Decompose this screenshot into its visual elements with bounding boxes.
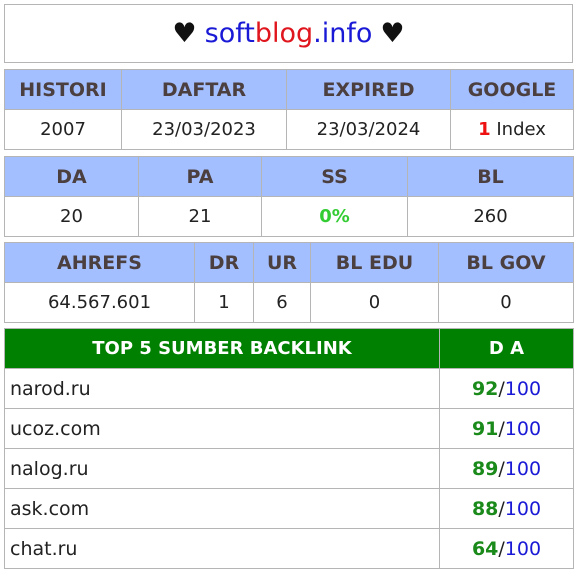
- backlink-site[interactable]: chat.ru: [4, 528, 440, 569]
- backlink-da: 91/100: [439, 408, 574, 449]
- table-row: ask.com 88/100: [4, 488, 574, 529]
- backlink-da: 88/100: [439, 488, 574, 529]
- heart-icon-left: ♥: [172, 18, 197, 49]
- backlink-site[interactable]: ask.com: [4, 488, 440, 529]
- header-bl-gov: BL GOV: [438, 242, 574, 283]
- header-daftar: DAFTAR: [121, 69, 287, 110]
- pa-value: 21: [138, 196, 262, 237]
- backlink-site[interactable]: ucoz.com: [4, 408, 440, 449]
- table-row: ucoz.com 91/100: [4, 408, 574, 449]
- expired-value: 23/03/2024: [286, 109, 451, 150]
- header-da-backlink: D A: [439, 328, 574, 369]
- site-title-banner: ♥ softblog.info ♥: [4, 4, 573, 63]
- ss-value: 0%: [261, 196, 408, 237]
- google-index-count: 1: [478, 119, 491, 140]
- dr-value: 1: [194, 282, 254, 323]
- backlink-da: 92/100: [439, 368, 574, 409]
- header-bl: BL: [407, 156, 574, 197]
- backlink-site[interactable]: nalog.ru: [4, 448, 440, 489]
- header-histori: HISTORI: [4, 69, 122, 110]
- backlink-da: 89/100: [439, 448, 574, 489]
- backlink-site[interactable]: narod.ru: [4, 368, 440, 409]
- daftar-value: 23/03/2023: [121, 109, 287, 150]
- bl-edu-value: 0: [310, 282, 439, 323]
- google-index-value: 1 Index: [450, 109, 574, 150]
- header-bl-edu: BL EDU: [310, 242, 439, 283]
- header-ur: UR: [253, 242, 311, 283]
- ahrefs-value: 64.567.601: [4, 282, 195, 323]
- heart-icon-right: ♥: [380, 18, 405, 49]
- header-pa: PA: [138, 156, 262, 197]
- bl-gov-value: 0: [438, 282, 574, 323]
- header-da: DA: [4, 156, 139, 197]
- header-google: GOOGLE: [450, 69, 574, 110]
- histori-value: 2007: [4, 109, 122, 150]
- bl-value: 260: [407, 196, 574, 237]
- header-ss: SS: [261, 156, 408, 197]
- ur-value: 6: [253, 282, 311, 323]
- domain-history-table: HISTORI DAFTAR EXPIRED GOOGLE 2007 23/03…: [4, 69, 574, 150]
- header-dr: DR: [194, 242, 254, 283]
- authority-table: DA PA SS BL 20 21 0% 260: [4, 156, 574, 237]
- ahrefs-table: AHREFS DR UR BL EDU BL GOV 64.567.601 1 …: [4, 242, 574, 323]
- header-ahrefs: AHREFS: [4, 242, 195, 283]
- table-row: chat.ru 64/100: [4, 528, 574, 569]
- google-index-label: Index: [490, 119, 546, 140]
- site-title[interactable]: softblog.info: [204, 18, 373, 49]
- header-top-backlink: TOP 5 SUMBER BACKLINK: [4, 328, 440, 369]
- top-backlinks-table: TOP 5 SUMBER BACKLINK D A narod.ru 92/10…: [4, 328, 574, 569]
- backlink-da: 64/100: [439, 528, 574, 569]
- table-row: narod.ru 92/100: [4, 368, 574, 409]
- da-value: 20: [4, 196, 139, 237]
- table-row: nalog.ru 89/100: [4, 448, 574, 489]
- header-expired: EXPIRED: [286, 69, 451, 110]
